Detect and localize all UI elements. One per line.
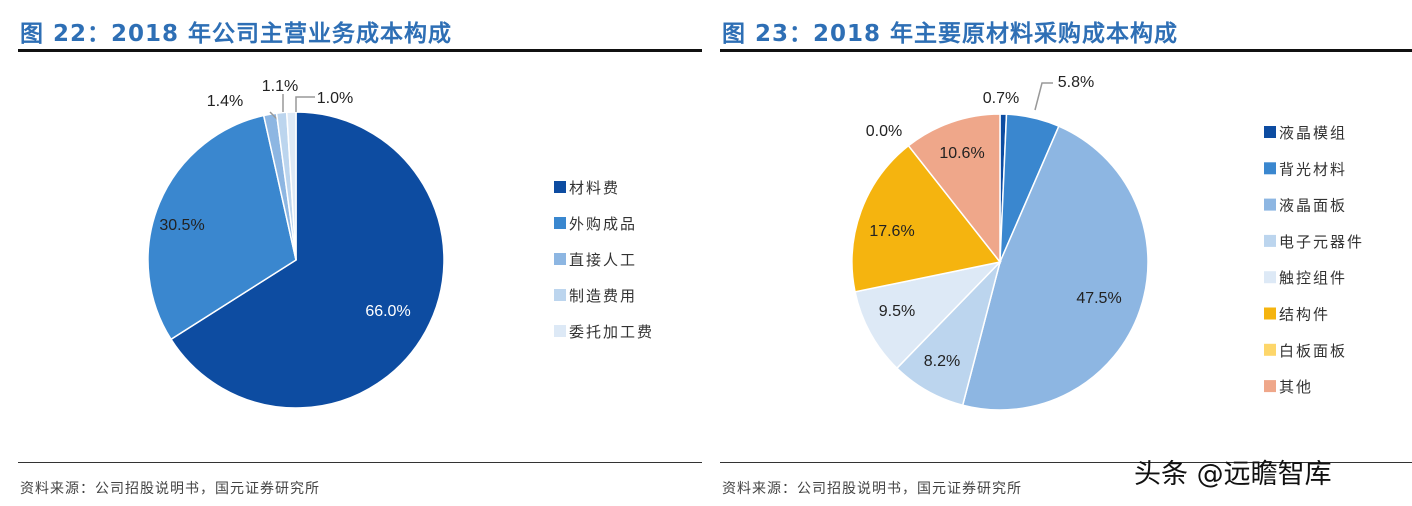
pie2-data-label: 17.6% (869, 223, 914, 240)
legend1-swatch (554, 217, 566, 229)
legend1-label: 直接人工 (569, 251, 637, 269)
pie2-data-label: 0.7% (983, 90, 1019, 107)
pie2-slice (851, 144, 1002, 293)
legend1-label: 外购成品 (569, 215, 637, 233)
pie1-slice (147, 114, 297, 341)
pie1-leader-line (295, 96, 315, 112)
legend2-swatch (1264, 307, 1276, 320)
pie1-data-label: 1.4% (207, 93, 243, 110)
legend2-swatch (1264, 234, 1276, 247)
legend2-label: 液晶面板 (1279, 197, 1347, 215)
legend2-swatch (1264, 198, 1276, 211)
legend2-label: 液晶模组 (1279, 124, 1347, 142)
chart2-title: 图 23：2018 年主要原材料采购成本构成 (722, 21, 1179, 47)
footer-rule-2 (720, 462, 1412, 463)
pie2-data-label: 9.5% (879, 303, 915, 320)
pie1-data-label: 30.5% (159, 217, 204, 234)
legend2-label: 其他 (1279, 378, 1313, 396)
pie2-data-label: 10.6% (939, 145, 984, 162)
legend2-swatch (1264, 271, 1276, 284)
pie2-leader-line (1034, 82, 1053, 111)
title-rule-2 (720, 49, 1412, 52)
legend1-swatch (554, 325, 566, 337)
pie1-data-label: 66.0% (365, 303, 410, 320)
legend2-label: 背光材料 (1279, 160, 1347, 178)
legend2-label: 触控组件 (1279, 269, 1347, 287)
title-rule-1 (18, 49, 702, 52)
legend2-label: 结构件 (1279, 306, 1330, 324)
legend2-label: 白板面板 (1279, 342, 1347, 360)
pie2-data-label: 8.2% (924, 353, 960, 370)
pie2-slice (854, 260, 1003, 370)
chart1-title: 图 22：2018 年公司主营业务成本构成 (20, 21, 453, 47)
pie2-data-label: 47.5% (1076, 290, 1121, 307)
legend1-label: 材料费 (569, 179, 620, 197)
pie2-data-label: 0.0% (866, 123, 902, 140)
legend2-swatch (1264, 343, 1276, 356)
legend2-swatch (1264, 162, 1276, 175)
pie1-data-label: 1.1% (262, 78, 298, 95)
legend1-label: 制造费用 (569, 287, 637, 305)
pie2-data-label: 5.8% (1058, 74, 1094, 91)
legend2-swatch (1264, 380, 1276, 393)
legend1-label: 委托加工费 (569, 323, 654, 341)
pie1-slice (170, 111, 445, 409)
legend1-swatch (554, 253, 566, 265)
source-note-2: 资料来源：公司招股说明书，国元证券研究所 (722, 481, 1022, 497)
watermark: 头条 @远瞻智库 (1134, 459, 1332, 490)
legend1-swatch (554, 289, 566, 301)
source-note-1: 资料来源：公司招股说明书，国元证券研究所 (20, 481, 320, 497)
legend2-label: 电子元器件 (1279, 233, 1364, 251)
legend1-swatch (554, 181, 566, 193)
pie1-data-label: 1.0% (317, 90, 353, 107)
pie2-slice (961, 125, 1149, 411)
pie2-slice (907, 113, 1001, 265)
legend2-swatch (1264, 126, 1276, 138)
footer-rule-1 (18, 462, 702, 463)
